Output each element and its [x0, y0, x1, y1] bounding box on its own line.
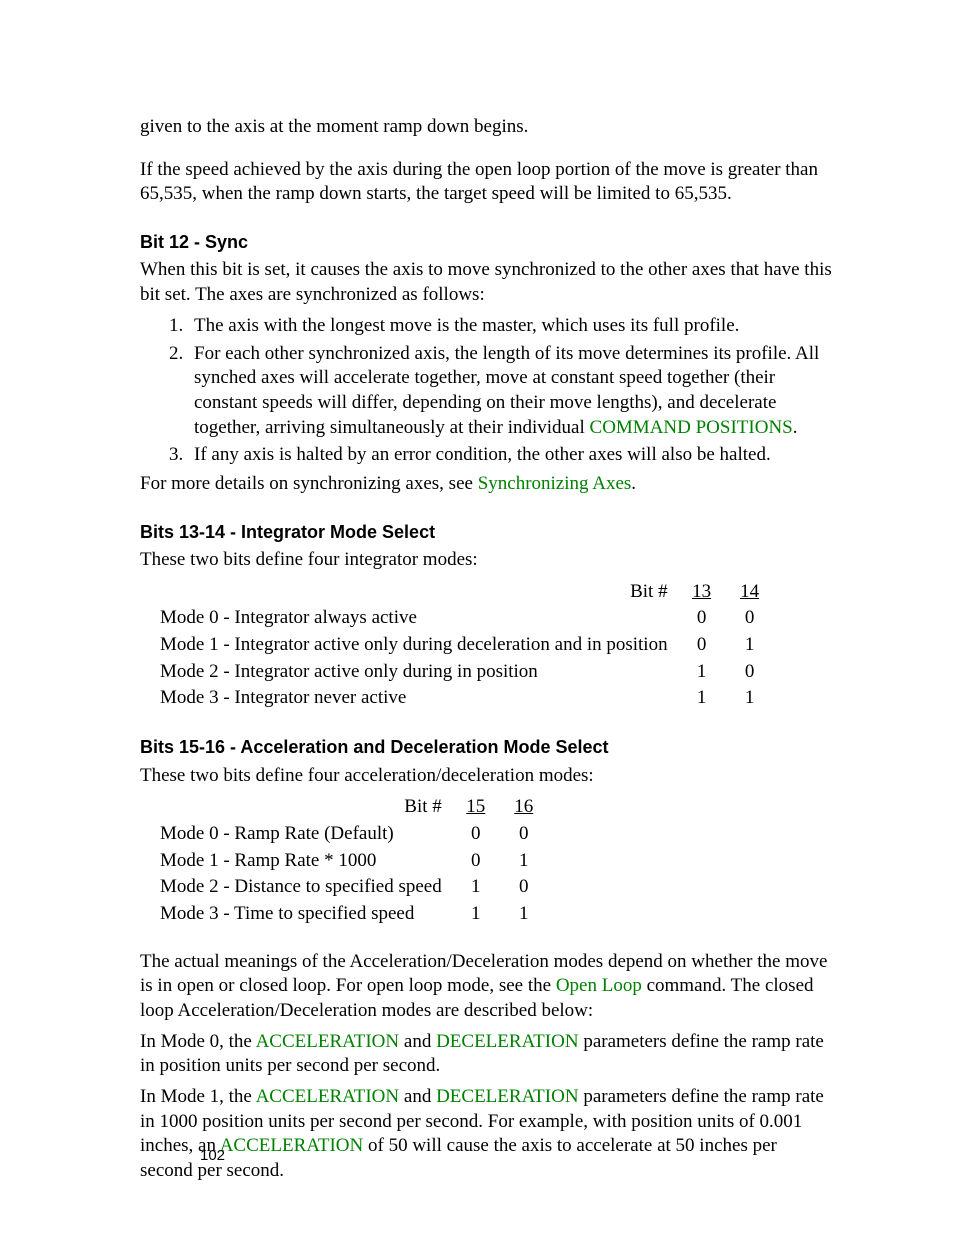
page-number: 102 — [200, 1146, 225, 1166]
row-label: Mode 0 - Integrator always active — [150, 605, 678, 632]
accel-mode1-a: In Mode 1, the — [140, 1086, 256, 1107]
bit-col-16: 16 — [500, 794, 548, 821]
bit12-after: For more details on synchronizing axes, … — [140, 472, 834, 497]
bit-label: Bit # — [150, 794, 452, 821]
table-row: Mode 1 - Ramp Rate * 1000 0 1 — [150, 848, 548, 875]
row-b2: 1 — [500, 848, 548, 875]
row-b2: 0 — [500, 874, 548, 901]
deceleration-link[interactable]: DECELERATION — [436, 1031, 578, 1052]
accel-mode0-b: and — [399, 1031, 436, 1052]
bits15-16-lead: These two bits define four acceleration/… — [140, 764, 834, 789]
page: given to the axis at the moment ramp dow… — [0, 0, 954, 1235]
table-row: Mode 1 - Integrator active only during d… — [150, 632, 774, 659]
table-row: Mode 3 - Integrator never active 1 1 — [150, 685, 774, 712]
accel-mode0: In Mode 0, the ACCELERATION and DECELERA… — [140, 1030, 834, 1079]
table-row: Mode 2 - Distance to specified speed 1 0 — [150, 874, 548, 901]
row-b1: 1 — [678, 685, 726, 712]
command-positions-link[interactable]: COMMAND POSITIONS — [590, 417, 793, 438]
bit12-item-1: The axis with the longest move is the ma… — [188, 314, 834, 339]
row-b2: 0 — [726, 659, 774, 686]
row-b1: 0 — [452, 848, 500, 875]
row-b2: 0 — [726, 605, 774, 632]
bit12-lead: When this bit is set, it causes the axis… — [140, 258, 834, 307]
open-loop-link[interactable]: Open Loop — [556, 975, 642, 996]
row-label: Mode 3 - Integrator never active — [150, 685, 678, 712]
bit12-after-b: . — [631, 473, 636, 494]
bit12-list: The axis with the longest move is the ma… — [140, 314, 834, 468]
table-header-row: Bit # 13 14 — [150, 579, 774, 606]
row-label: Mode 0 - Ramp Rate (Default) — [150, 821, 452, 848]
intro-paragraph-2: If the speed achieved by the axis during… — [140, 158, 834, 207]
row-label: Mode 1 - Ramp Rate * 1000 — [150, 848, 452, 875]
row-b1: 1 — [678, 659, 726, 686]
bit12-heading: Bit 12 - Sync — [140, 231, 834, 254]
deceleration-link[interactable]: DECELERATION — [436, 1086, 578, 1107]
bits13-14-heading: Bits 13-14 - Integrator Mode Select — [140, 521, 834, 544]
synchronizing-axes-link[interactable]: Synchronizing Axes — [478, 473, 632, 494]
bits15-16-heading: Bits 15-16 - Acceleration and Decelerati… — [140, 736, 834, 759]
row-b2: 1 — [500, 901, 548, 928]
row-label: Mode 2 - Distance to specified speed — [150, 874, 452, 901]
bit12-after-a: For more details on synchronizing axes, … — [140, 473, 478, 494]
acceleration-link[interactable]: ACCELERATION — [256, 1031, 400, 1052]
accel-mode1-b: and — [399, 1086, 436, 1107]
acceleration-link[interactable]: ACCELERATION — [256, 1086, 400, 1107]
accel-after-1: The actual meanings of the Acceleration/… — [140, 950, 834, 1024]
bit-label: Bit # — [150, 579, 678, 606]
bits15-16-table: Bit # 15 16 Mode 0 - Ramp Rate (Default)… — [150, 794, 548, 927]
bit12-item-3: If any axis is halted by an error condit… — [188, 443, 834, 468]
accel-mode0-a: In Mode 0, the — [140, 1031, 256, 1052]
row-b2: 1 — [726, 685, 774, 712]
bit-col-15: 15 — [452, 794, 500, 821]
table-row: Mode 2 - Integrator active only during i… — [150, 659, 774, 686]
row-label: Mode 3 - Time to specified speed — [150, 901, 452, 928]
table-row: Mode 0 - Ramp Rate (Default) 0 0 — [150, 821, 548, 848]
row-label: Mode 2 - Integrator active only during i… — [150, 659, 678, 686]
bit12-item-2-text-b: . — [793, 417, 798, 438]
acceleration-link[interactable]: ACCELERATION — [220, 1135, 364, 1156]
bits13-14-table: Bit # 13 14 Mode 0 - Integrator always a… — [150, 579, 774, 712]
row-b1: 0 — [678, 632, 726, 659]
table-header-row: Bit # 15 16 — [150, 794, 548, 821]
intro-paragraph-1: given to the axis at the moment ramp dow… — [140, 115, 834, 140]
row-b1: 0 — [678, 605, 726, 632]
row-b1: 1 — [452, 901, 500, 928]
row-b2: 0 — [500, 821, 548, 848]
table-row: Mode 3 - Time to specified speed 1 1 — [150, 901, 548, 928]
row-b1: 1 — [452, 874, 500, 901]
bit12-item-2: For each other synchronized axis, the le… — [188, 342, 834, 441]
bits13-14-lead: These two bits define four integrator mo… — [140, 548, 834, 573]
row-b1: 0 — [452, 821, 500, 848]
bit-col-13: 13 — [678, 579, 726, 606]
accel-mode1: In Mode 1, the ACCELERATION and DECELERA… — [140, 1085, 834, 1184]
bit-col-14: 14 — [726, 579, 774, 606]
table-row: Mode 0 - Integrator always active 0 0 — [150, 605, 774, 632]
row-b2: 1 — [726, 632, 774, 659]
row-label: Mode 1 - Integrator active only during d… — [150, 632, 678, 659]
